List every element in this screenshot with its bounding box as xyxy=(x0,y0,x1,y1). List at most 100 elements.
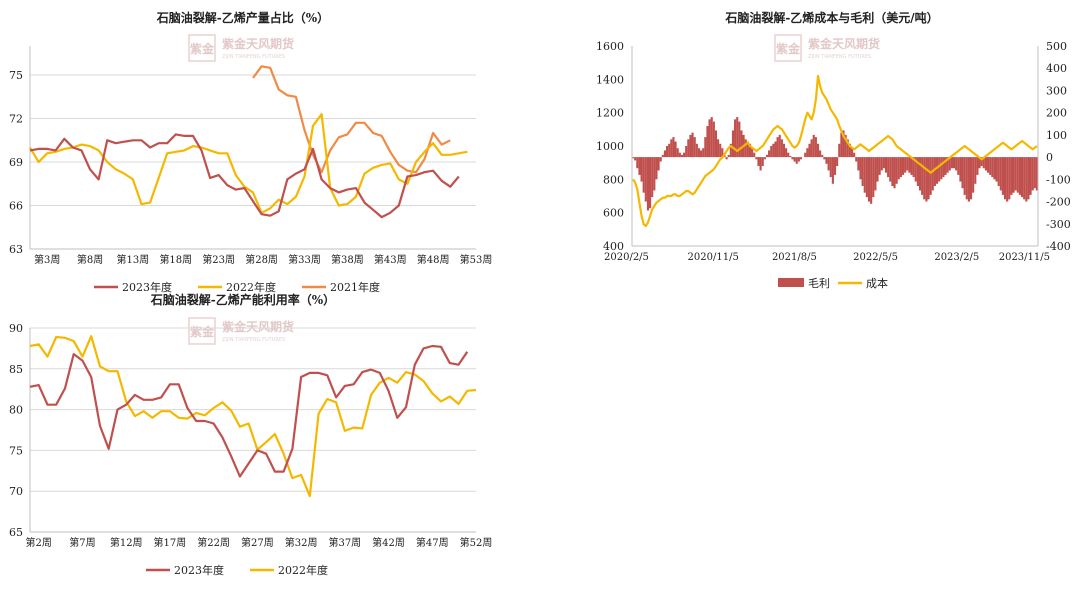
x-tick-label: 第3周 xyxy=(34,253,60,266)
watermark-seal-text: 紫金 xyxy=(776,41,801,56)
profit-bar xyxy=(1023,157,1026,200)
profit-bar xyxy=(634,157,637,161)
profit-bar xyxy=(657,157,660,171)
profit-bar xyxy=(831,157,834,184)
profit-bar xyxy=(872,157,875,198)
legend-label: 2022年度 xyxy=(278,563,328,577)
y-right-tick-label: -200 xyxy=(1046,196,1071,209)
x-tick-label: 第43周 xyxy=(374,253,407,266)
legend-label: 2021年度 xyxy=(330,280,380,294)
profit-bar xyxy=(1014,157,1017,191)
legend-swatch-profit xyxy=(778,278,804,287)
profit-bar xyxy=(1008,157,1011,200)
profit-bar xyxy=(938,157,941,182)
profit-bar xyxy=(649,157,652,209)
x-tick-label: 第8周 xyxy=(77,253,103,266)
profit-bar xyxy=(757,157,760,166)
watermark-seal-icon xyxy=(188,317,216,345)
profit-bar xyxy=(755,157,758,160)
y-right-tick-label: -100 xyxy=(1046,173,1071,186)
chart-ethylene-cost-profit: 石脑油裂解-乙烯成本与毛利（美元/吨） 紫金 紫金天风期货 ZIJIN TIAN… xyxy=(596,10,1071,290)
y-right-tick-label: -300 xyxy=(1046,218,1071,231)
profit-bar xyxy=(980,157,983,166)
profit-bar xyxy=(659,157,662,162)
y-tick-label: 90 xyxy=(9,322,23,335)
profit-bar xyxy=(689,134,692,158)
profit-bar xyxy=(967,157,970,202)
profit-bar xyxy=(791,157,794,160)
profit-bar xyxy=(827,157,830,171)
profit-bar xyxy=(942,157,945,178)
profit-bar xyxy=(904,157,907,173)
cost-line xyxy=(632,74,1038,228)
x-tick-label: 2020/2/5 xyxy=(604,252,649,263)
profit-bar xyxy=(927,157,930,200)
x-tick-label: 第17周 xyxy=(154,536,187,549)
profit-bar xyxy=(812,134,815,158)
y-tick-label: 80 xyxy=(9,404,23,417)
y-left-tick-label: 1000 xyxy=(596,140,624,153)
y-tick-label: 75 xyxy=(9,444,23,457)
profit-bar xyxy=(861,157,864,186)
x-tick-label: 第23周 xyxy=(202,253,235,266)
profit-bar xyxy=(838,143,841,158)
profit-bar xyxy=(957,157,960,175)
profit-bar xyxy=(925,157,928,202)
legend-label: 2022年度 xyxy=(226,280,276,294)
profit-bar xyxy=(653,157,656,191)
profit-bar xyxy=(916,157,919,186)
profit-bar xyxy=(914,157,917,182)
profit-bar xyxy=(901,157,905,175)
y-left-tick-label: 400 xyxy=(603,240,624,253)
profit-bar xyxy=(683,152,686,158)
profit-bar xyxy=(638,157,641,175)
profit-bar xyxy=(972,157,975,193)
y-right-tick-label: 100 xyxy=(1046,129,1067,142)
profit-bar xyxy=(921,157,924,195)
profit-bar xyxy=(680,154,684,158)
x-tick-label: 第48周 xyxy=(417,253,450,266)
profit-bar xyxy=(704,137,707,158)
profit-bar xyxy=(787,152,790,158)
profit-bar xyxy=(666,146,669,158)
profit-bar xyxy=(1029,157,1032,195)
watermark-logo: 紫金 紫金天风期货 ZIJIN TIANFENG FUTURES xyxy=(188,317,294,345)
x-tick-label: 第22周 xyxy=(197,536,230,549)
profit-bar xyxy=(770,146,773,158)
y-left-tick-label: 1600 xyxy=(596,40,624,53)
profit-bar xyxy=(935,157,939,184)
profit-bar xyxy=(946,157,949,173)
chart-ethylene-output-share: 石脑油裂解-乙烯产量占比（%） 紫金 紫金天风期货 ZIJIN TIANFENG… xyxy=(9,10,492,294)
profit-bar xyxy=(829,157,832,178)
y-tick-label: 85 xyxy=(9,363,23,376)
profit-bar xyxy=(721,148,724,158)
profit-bar xyxy=(1001,157,1004,195)
profit-bar xyxy=(702,148,705,158)
y-tick-label: 65 xyxy=(9,526,23,539)
profit-bar xyxy=(1012,157,1015,193)
profit-bar xyxy=(765,154,769,158)
profit-bar xyxy=(1027,157,1030,200)
y-right-tick-label: 400 xyxy=(1046,62,1067,75)
profit-bar xyxy=(1025,157,1028,202)
y-left-tick-label: 1200 xyxy=(596,107,624,120)
series-line-2022年度 xyxy=(29,335,477,498)
x-tick-label: 第33周 xyxy=(288,253,321,266)
profit-bar xyxy=(993,157,996,180)
profit-bar xyxy=(651,157,654,198)
profit-bar xyxy=(895,157,898,184)
profit-bar xyxy=(874,157,877,191)
profit-bar xyxy=(708,119,711,158)
profit-bar xyxy=(887,157,890,178)
profit-bar xyxy=(876,157,879,182)
profit-bar xyxy=(644,157,647,202)
y-right-tick-label: 300 xyxy=(1046,84,1067,97)
profit-bar xyxy=(1033,157,1036,189)
profit-bar xyxy=(950,157,953,169)
profit-bar xyxy=(793,157,796,162)
profit-bar xyxy=(695,143,698,158)
profit-bar xyxy=(823,157,826,160)
x-tick-label: 第32周 xyxy=(285,536,318,549)
profit-bar xyxy=(910,157,913,175)
watermark-logo: 紫金 紫金天风期货 ZIJIN TIANFENG FUTURES xyxy=(188,34,294,62)
